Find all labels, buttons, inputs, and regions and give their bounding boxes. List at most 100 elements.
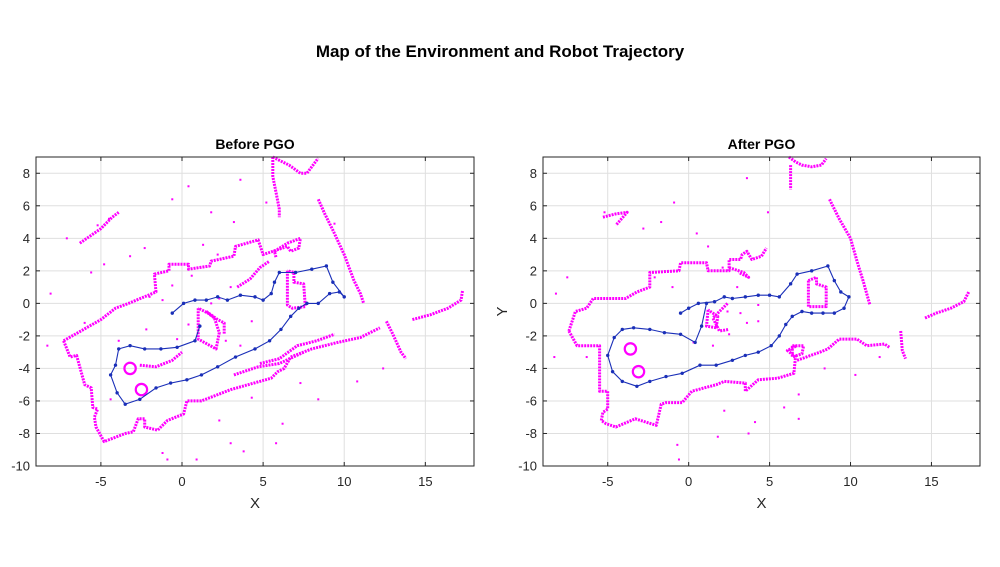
map-point [195,458,198,461]
map-point [281,422,284,425]
trajectory-node [337,290,342,294]
y-tick-label: -2 [18,328,30,343]
map-point [783,406,786,409]
y-tick-label: 8 [23,166,30,181]
trajectory-node [253,347,257,351]
map-point [676,443,679,446]
map-point [239,344,242,347]
subplot-title: After PGO [728,136,796,152]
trajectory-node [809,269,814,273]
map-point [117,339,120,342]
x-tick-label: 10 [843,474,857,489]
map-point [695,232,698,235]
map-wall-segment [412,290,465,322]
trajectory-node [678,332,683,336]
map-point [721,266,724,269]
trajectory-node [767,293,772,297]
map-point [726,310,729,313]
trajectory-node [756,350,760,354]
trajectory-node [664,374,668,379]
map-point [317,398,320,401]
map-point [176,338,179,341]
map-wall-segment [285,269,307,310]
trajectory-node [123,402,127,406]
map-wall-segment [899,330,907,360]
map-point [653,276,656,279]
y-tick-label: 0 [23,296,30,311]
map-point [736,286,739,289]
map-pillar-circle [134,382,149,397]
map-wall-segment [788,155,828,169]
map-point [797,393,800,396]
trajectory-node [272,280,277,284]
map-point [745,321,748,324]
map-wall-segment [271,157,281,218]
plot-area [36,157,474,466]
map-wall-segment [796,337,891,362]
map-point [250,320,253,323]
trajectory-node [730,296,735,301]
map-point [707,245,710,248]
trajectory-node [680,371,684,375]
chart-panel-2: -5 0 5 10 15 -10 -8 -6 -4 -2 0 2 4 6 8 After PGO X Y [494,136,981,512]
map-wall-segment [705,308,720,330]
trajectory-node [743,353,748,358]
y-axis-label: Y [494,306,511,316]
map-point [103,263,106,266]
trajectory-node [138,397,142,402]
trajectory-node [108,373,113,377]
map-point [108,217,110,220]
y-tick-label: -6 [525,393,537,408]
trajectory-node [832,278,837,283]
map-pillar-circle [623,342,638,356]
trajectory-node [117,347,121,351]
trajectory-node [610,369,615,374]
trajectory-node [305,301,309,306]
map-wall-segment [62,326,381,444]
map-point [202,243,205,246]
map-point [145,328,148,331]
trajectory-node [279,327,283,332]
trajectory-node [777,334,782,338]
trajectory-node [310,267,314,271]
map-point [232,221,235,224]
trajectory-node [743,295,748,299]
trajectory-node [678,311,683,315]
map-point [96,224,99,227]
trajectory-node [297,306,301,310]
trajectory-node [215,295,220,299]
map-wall-segment [728,266,751,279]
y-tick-label: -4 [18,361,30,376]
y-tick-label: -10 [518,459,537,474]
map-wall-segment [205,310,226,335]
map-wall-segment [567,247,768,332]
trajectory-node [253,295,257,299]
trajectory-node [832,311,837,315]
map-wall-segment [924,291,971,320]
map-point [673,201,676,204]
map-point [46,344,49,347]
x-tick-label: 0 [685,474,692,489]
trajectory-node [696,301,701,306]
map-point [757,320,760,323]
y-tick-label: 8 [530,166,537,181]
y-tick-label: -10 [11,459,30,474]
map-point [382,367,385,370]
x-axis-label: X [756,495,766,512]
trajectory-node [175,345,179,349]
y-tick-label: -6 [18,393,30,408]
map-point [554,292,557,295]
map-point [553,356,556,359]
map-point [585,356,588,359]
map-wall-segment [139,351,183,369]
trajectory-node [714,363,718,367]
trajectory-node [800,309,804,314]
trajectory-node [185,378,189,382]
trajectory-node [293,270,298,275]
trajectory-node [193,298,197,302]
trajectory-node [113,363,118,367]
map-point [210,302,213,305]
y-tick-label: 6 [530,198,537,213]
map-point [754,421,757,424]
